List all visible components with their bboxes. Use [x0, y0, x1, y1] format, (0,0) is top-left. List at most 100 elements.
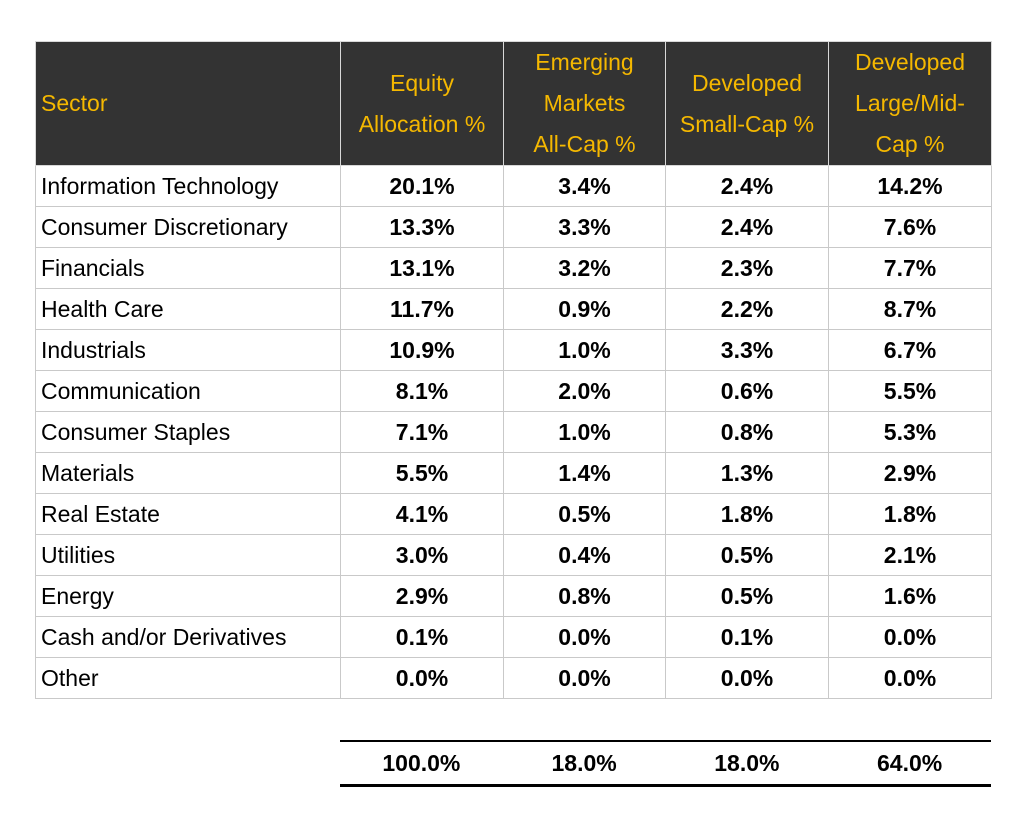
emerging-markets-cell: 0.5%	[503, 493, 666, 535]
sector-cell: Consumer Discretionary	[35, 206, 341, 248]
header-emerging-markets: Emerging Markets All-Cap %	[503, 41, 666, 166]
equity-allocation-cell: 13.3%	[340, 206, 504, 248]
developed-small-cap-cell: 0.8%	[665, 411, 829, 453]
developed-small-cap-cell: 0.6%	[665, 370, 829, 412]
table-row: Financials 13.1% 3.2% 2.3% 7.7%	[35, 247, 992, 289]
equity-allocation-cell: 7.1%	[340, 411, 504, 453]
header-line: Large/Mid-	[855, 90, 965, 116]
developed-large-mid-cap-cell: 1.6%	[828, 575, 992, 617]
developed-large-mid-cap-cell: 0.0%	[828, 657, 992, 699]
table-body: Information Technology 20.1% 3.4% 2.4% 14.2%…	[35, 165, 992, 699]
developed-large-mid-cap-cell: 6.7%	[828, 329, 992, 371]
developed-small-cap-cell: 2.4%	[665, 165, 829, 207]
table-row: Consumer Discretionary 13.3% 3.3% 2.4% 7.6%	[35, 206, 992, 248]
developed-large-mid-cap-cell: 8.7%	[828, 288, 992, 330]
equity-allocation-cell: 20.1%	[340, 165, 504, 207]
table-row: Communication 8.1% 2.0% 0.6% 5.5%	[35, 370, 992, 412]
emerging-markets-cell: 1.4%	[503, 452, 666, 494]
header-line: Equity	[390, 69, 454, 96]
totals-row: 100.0% 18.0% 18.0% 64.0%	[340, 740, 991, 787]
equity-allocation-cell: 4.1%	[340, 493, 504, 535]
emerging-markets-cell: 1.0%	[503, 329, 666, 371]
sector-cell: Utilities	[35, 534, 341, 576]
equity-allocation-cell: 11.7%	[340, 288, 504, 330]
sector-cell: Materials	[35, 452, 341, 494]
header-equity-allocation: Equity Allocation %	[340, 41, 504, 166]
emerging-markets-cell: 0.9%	[503, 288, 666, 330]
sector-cell: Communication	[35, 370, 341, 412]
sector-cell: Energy	[35, 575, 341, 617]
sector-cell: Other	[35, 657, 341, 699]
emerging-markets-cell: 1.0%	[503, 411, 666, 453]
sector-cell: Financials	[35, 247, 341, 289]
developed-small-cap-cell: 2.2%	[665, 288, 829, 330]
sector-cell: Cash and/or Derivatives	[35, 616, 341, 658]
header-line: Developed	[855, 49, 965, 75]
developed-small-cap-cell: 1.3%	[665, 452, 829, 494]
header-line: Small-Cap %	[679, 110, 815, 137]
header-line: Developed	[692, 69, 802, 96]
equity-allocation-cell: 10.9%	[340, 329, 504, 371]
developed-large-mid-cap-cell: 5.3%	[828, 411, 992, 453]
sector-cell: Real Estate	[35, 493, 341, 535]
developed-small-cap-cell: 2.3%	[665, 247, 829, 289]
developed-large-mid-cap-cell: 2.9%	[828, 452, 992, 494]
table-row: Industrials 10.9% 1.0% 3.3% 6.7%	[35, 329, 992, 371]
header-line: All-Cap %	[533, 131, 636, 157]
equity-allocation-cell: 13.1%	[340, 247, 504, 289]
total-emerging-markets: 18.0%	[551, 750, 617, 776]
sector-cell: Consumer Staples	[35, 411, 341, 453]
developed-small-cap-cell: 0.1%	[665, 616, 829, 658]
header-developed-small-cap: Developed Small-Cap %	[665, 41, 829, 166]
table-row: Consumer Staples 7.1% 1.0% 0.8% 5.3%	[35, 411, 992, 453]
table-row: Energy 2.9% 0.8% 0.5% 1.6%	[35, 575, 992, 617]
developed-large-mid-cap-cell: 5.5%	[828, 370, 992, 412]
header-sector: Sector	[35, 41, 341, 166]
header-line: Allocation %	[358, 110, 486, 137]
sector-cell: Industrials	[35, 329, 341, 371]
emerging-markets-cell: 3.2%	[503, 247, 666, 289]
developed-small-cap-cell: 0.5%	[665, 534, 829, 576]
table-row: Real Estate 4.1% 0.5% 1.8% 1.8%	[35, 493, 992, 535]
emerging-markets-cell: 0.4%	[503, 534, 666, 576]
developed-small-cap-cell: 2.4%	[665, 206, 829, 248]
total-developed-small-cap: 18.0%	[714, 750, 780, 776]
table-header: Sector Equity Allocation % Emerging Mark…	[35, 41, 992, 166]
developed-large-mid-cap-cell: 7.7%	[828, 247, 992, 289]
sector-cell: Information Technology	[35, 165, 341, 207]
header-developed-large-mid-cap: Developed Large/Mid- Cap %	[828, 41, 992, 166]
equity-allocation-cell: 0.0%	[340, 657, 504, 699]
header-line: Markets	[543, 90, 626, 116]
header-row: Sector Equity Allocation % Emerging Mark…	[35, 41, 992, 166]
total-equity-allocation: 100.0%	[382, 750, 461, 776]
developed-large-mid-cap-cell: 14.2%	[828, 165, 992, 207]
developed-large-mid-cap-cell: 2.1%	[828, 534, 992, 576]
emerging-markets-cell: 3.3%	[503, 206, 666, 248]
table-row: Cash and/or Derivatives 0.1% 0.0% 0.1% 0.0%	[35, 616, 992, 658]
developed-large-mid-cap-cell: 7.6%	[828, 206, 992, 248]
table-row: Materials 5.5% 1.4% 1.3% 2.9%	[35, 452, 992, 494]
emerging-markets-cell: 2.0%	[503, 370, 666, 412]
emerging-markets-cell: 0.0%	[503, 657, 666, 699]
equity-allocation-cell: 5.5%	[340, 452, 504, 494]
equity-allocation-cell: 3.0%	[340, 534, 504, 576]
header-line: Emerging	[535, 49, 634, 75]
sector-allocation-table: Sector Equity Allocation % Emerging Mark…	[35, 41, 992, 699]
developed-large-mid-cap-cell: 1.8%	[828, 493, 992, 535]
developed-small-cap-cell: 0.5%	[665, 575, 829, 617]
table-row: Other 0.0% 0.0% 0.0% 0.0%	[35, 657, 992, 699]
developed-small-cap-cell: 3.3%	[665, 329, 829, 371]
table-row: Health Care 11.7% 0.9% 2.2% 8.7%	[35, 288, 992, 330]
table-row: Information Technology 20.1% 3.4% 2.4% 14.2%	[35, 165, 992, 207]
equity-allocation-cell: 0.1%	[340, 616, 504, 658]
equity-allocation-cell: 2.9%	[340, 575, 504, 617]
developed-large-mid-cap-cell: 0.0%	[828, 616, 992, 658]
emerging-markets-cell: 0.8%	[503, 575, 666, 617]
developed-small-cap-cell: 1.8%	[665, 493, 829, 535]
sector-cell: Health Care	[35, 288, 341, 330]
equity-allocation-cell: 8.1%	[340, 370, 504, 412]
emerging-markets-cell: 3.4%	[503, 165, 666, 207]
total-developed-large-mid-cap: 64.0%	[877, 750, 943, 776]
table-row: Utilities 3.0% 0.4% 0.5% 2.1%	[35, 534, 992, 576]
developed-small-cap-cell: 0.0%	[665, 657, 829, 699]
